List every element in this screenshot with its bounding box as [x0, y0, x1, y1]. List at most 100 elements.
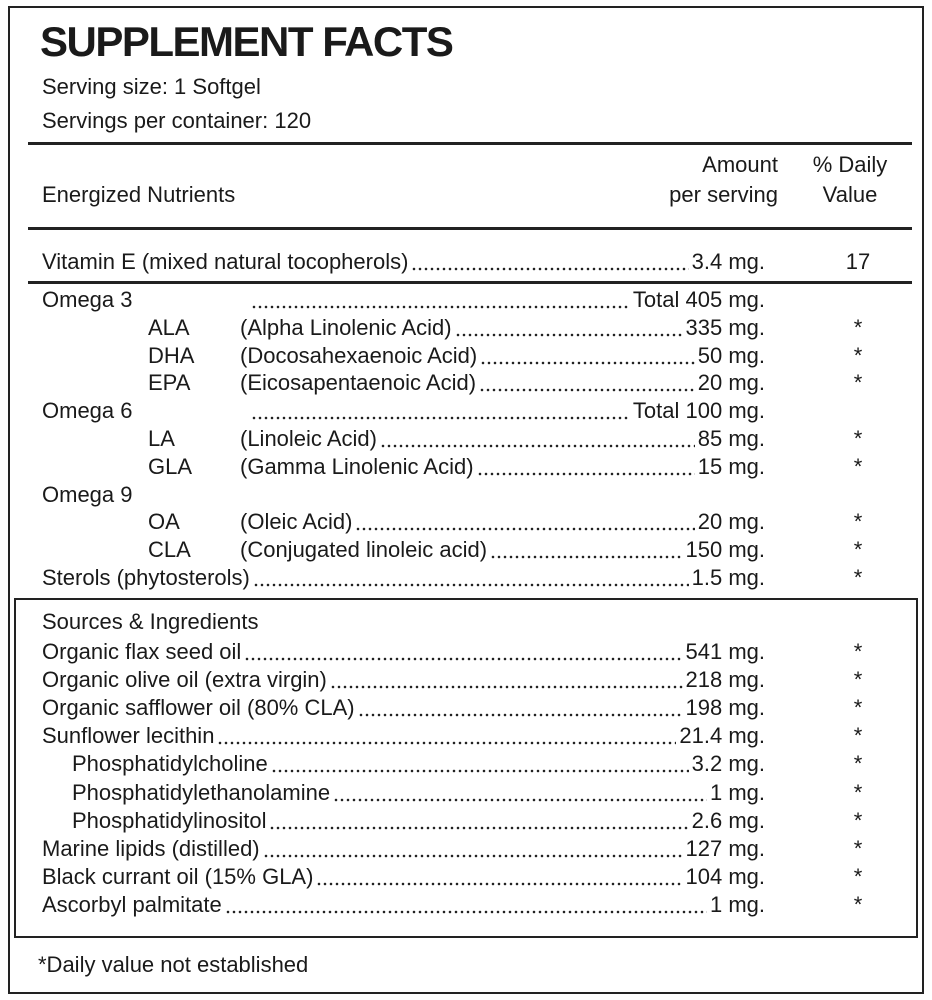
divider	[28, 281, 912, 284]
nutrient-amount: 1 mg.	[709, 891, 765, 917]
nutrient-row: Organic safflower oil (80% CLA) 198 mg.	[42, 695, 766, 722]
nutrient-name: Vitamin E (mixed natural tocopherols)	[42, 249, 409, 274]
nutrient-abbr: DHA	[148, 342, 195, 368]
daily-value: *	[853, 667, 863, 693]
daily-value: *	[853, 835, 863, 861]
daily-value: *	[853, 695, 863, 721]
nutrient-amount: 541 mg.	[685, 639, 766, 664]
leader-dots	[316, 863, 683, 890]
nutrient-abbr: EPA	[148, 370, 191, 396]
nutrient-name: Marine lipids (distilled)	[42, 835, 260, 861]
nutrient-row: Phosphatidylethanolamine 1 mg.	[72, 779, 765, 806]
nutrient-name: Sunflower lecithin	[42, 723, 215, 749]
serving-size: Serving size: 1 Softgel	[42, 74, 261, 99]
nutrient-row: Ascorbyl palmitate 1 mg.	[42, 891, 765, 918]
column-nutrients: Energized Nutrients	[42, 182, 236, 207]
nutrient-amount: 85 mg.	[697, 426, 765, 451]
nutrient-amount: Total 405 mg.	[632, 287, 765, 312]
nutrient-name: Omega 6	[42, 398, 133, 424]
daily-value: *	[853, 863, 863, 889]
nutrient-row: Omega 3 Total 405 mg.	[42, 287, 765, 313]
nutrient-name: Phosphatidylinositol	[72, 807, 267, 833]
nutrient-row: EPA (Eicosapentaenoic Acid) 20 mg.	[42, 370, 765, 397]
leader-dots	[357, 695, 683, 722]
nutrient-row: ALA (Alpha Linolenic Acid) 335 mg.	[42, 314, 765, 341]
leader-dots	[355, 509, 695, 536]
daily-value: *	[853, 370, 863, 396]
nutrient-row: Organic flax seed oil 541 mg.	[42, 639, 765, 665]
column-amount: Amount	[702, 152, 778, 177]
nutrient-abbr: CLA	[148, 537, 191, 563]
daily-value: *	[853, 779, 863, 805]
nutrient-amount: 20 mg.	[697, 370, 765, 396]
nutrient-row: Sterols (phytosterols) 1.5 mg.	[42, 565, 765, 591]
nutrient-name: Sterols (phytosterols)	[42, 565, 250, 590]
leader-dots	[224, 891, 707, 918]
nutrient-row: Organic olive oil (extra virgin) 218 mg.	[42, 667, 765, 694]
sources-title: Sources & Ingredients	[42, 609, 259, 634]
nutrient-row: GLA (Gamma Linolenic Acid) 15 mg.	[42, 453, 765, 480]
nutrient-name: Black currant oil (15% GLA)	[42, 863, 314, 889]
leader-dots	[480, 342, 695, 369]
nutrient-row: Phosphatidylinositol 2.6 mg.	[72, 807, 765, 834]
nutrient-amount: 127 mg.	[685, 835, 766, 861]
leader-dots	[411, 249, 689, 275]
daily-value: *	[853, 565, 863, 590]
label-border	[8, 6, 924, 994]
leader-dots	[476, 453, 695, 480]
daily-value: *	[853, 807, 863, 833]
nutrient-name: Ascorbyl palmitate	[42, 891, 222, 917]
leader-dots	[252, 565, 689, 591]
nutrient-name: (Oleic Acid)	[240, 509, 353, 535]
nutrient-row: Omega 9	[42, 482, 765, 508]
nutrient-name: Organic flax seed oil	[42, 639, 242, 664]
column-amount: per serving	[669, 182, 778, 207]
nutrient-name: Organic olive oil (extra virgin)	[42, 667, 327, 693]
nutrient-amount: 3.2 mg.	[691, 751, 765, 777]
leader-dots	[329, 667, 683, 694]
leader-dots	[479, 370, 695, 397]
column-daily-value: % Daily	[812, 152, 888, 177]
nutrient-row: Black currant oil (15% GLA) 104 mg.	[42, 863, 765, 890]
daily-value: *	[853, 342, 863, 368]
leader-dots	[244, 639, 683, 665]
nutrient-name: Omega 3	[42, 287, 133, 312]
nutrient-amount: 3.4 mg.	[691, 249, 765, 274]
daily-value: *	[853, 537, 863, 563]
column-daily-value: Value	[822, 182, 878, 207]
nutrient-amount: 2.6 mg.	[691, 807, 765, 833]
nutrient-amount: 150 mg.	[685, 537, 766, 563]
nutrient-name: Phosphatidylethanolamine	[72, 779, 331, 805]
daily-value: *	[853, 751, 863, 777]
leader-dots	[251, 287, 630, 313]
nutrient-name: Organic safflower oil (80% CLA)	[42, 695, 355, 721]
nutrient-name: (Alpha Linolenic Acid)	[240, 314, 452, 340]
nutrient-name: Phosphatidylcholine	[72, 751, 268, 777]
divider	[28, 227, 912, 230]
leader-dots	[490, 537, 683, 564]
nutrient-row: Sunflower lecithin 21.4 mg.	[42, 723, 765, 750]
leader-dots	[270, 751, 689, 778]
nutrient-amount: 1 mg.	[709, 779, 765, 805]
nutrient-amount: 15 mg.	[697, 453, 765, 479]
daily-value: 17	[845, 249, 871, 274]
nutrient-abbr: GLA	[148, 453, 193, 479]
nutrient-abbr: LA	[148, 426, 175, 451]
daily-value: *	[853, 426, 863, 451]
daily-value: *	[853, 723, 863, 749]
leader-dots	[379, 426, 695, 452]
nutrient-row: OA (Oleic Acid) 20 mg.	[42, 509, 765, 536]
nutrient-amount: Total 100 mg.	[632, 398, 765, 424]
nutrient-row: DHA (Docosahexaenoic Acid) 50 mg.	[42, 342, 765, 369]
nutrient-row: CLA (Conjugated linoleic acid) 150 mg.	[42, 537, 766, 564]
leader-dots	[251, 398, 630, 425]
nutrient-abbr: OA	[148, 509, 180, 535]
nutrient-amount: 21.4 mg.	[679, 723, 765, 749]
nutrient-row: Omega 6 Total 100 mg.	[42, 398, 765, 425]
servings-per-container: Servings per container: 120	[42, 108, 312, 133]
nutrient-name: (Eicosapentaenoic Acid)	[240, 370, 477, 396]
sources-box	[14, 598, 918, 938]
nutrient-amount: 198 mg.	[685, 695, 766, 721]
nutrient-name: (Linoleic Acid)	[240, 426, 377, 451]
leader-dots	[217, 723, 677, 750]
